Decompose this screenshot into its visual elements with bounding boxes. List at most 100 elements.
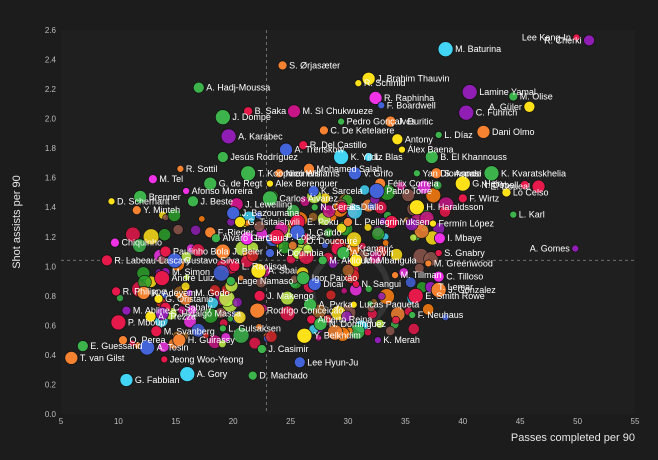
data-point	[391, 133, 404, 146]
data-point	[303, 162, 315, 175]
data-point	[131, 205, 142, 216]
y-tick-label: 0.2	[45, 380, 57, 389]
point-label: G. Fabbian	[135, 375, 180, 385]
point-label: B. Saka	[255, 106, 287, 116]
point-label: K. Adeyemi	[152, 288, 198, 298]
point-label: R. Del Castillo	[310, 140, 367, 150]
data-point	[572, 33, 581, 42]
background-point	[183, 273, 191, 281]
point-label: M. Simon	[172, 267, 210, 277]
data-point	[220, 128, 237, 145]
data-point	[501, 187, 512, 198]
data-point	[413, 169, 421, 178]
data-point	[476, 125, 491, 139]
point-label: J. Beste	[201, 196, 234, 206]
background-point	[396, 181, 406, 191]
data-point	[139, 339, 155, 356]
data-point	[354, 79, 363, 88]
background-point	[132, 238, 147, 253]
data-point	[430, 167, 443, 180]
data-point	[179, 366, 196, 382]
point-label: A. Trenskow	[295, 145, 345, 155]
data-points	[64, 33, 595, 387]
data-point	[144, 310, 157, 323]
background-point	[390, 248, 403, 261]
data-point	[483, 165, 500, 182]
background-point	[280, 291, 295, 306]
data-point	[363, 152, 374, 162]
data-point	[257, 344, 267, 354]
data-point	[215, 109, 231, 125]
data-point	[119, 373, 134, 387]
point-label: E. Doueal	[491, 182, 531, 192]
point-label: L. Gaua	[255, 233, 287, 243]
point-label: Yuksen	[400, 217, 430, 227]
background-point	[226, 315, 234, 323]
background-point	[358, 242, 367, 250]
point-label: O. Perea	[129, 335, 165, 345]
data-point	[240, 231, 254, 246]
point-label: M. Tel	[159, 174, 183, 184]
point-label: A. Gomes	[530, 244, 571, 254]
point-label: Brenner	[149, 192, 181, 202]
data-point	[509, 210, 518, 219]
background-point	[116, 294, 124, 302]
background-point	[407, 323, 420, 335]
point-label: Lamine Yamal	[479, 87, 536, 97]
background-point	[441, 313, 450, 322]
point-label: G. Hein	[472, 179, 503, 189]
data-point	[373, 336, 382, 345]
background-point	[371, 227, 385, 241]
data-point	[228, 260, 241, 273]
y-tick-label: 0.0	[45, 410, 57, 419]
background-point	[321, 241, 329, 249]
background-point	[439, 205, 451, 218]
background-point	[186, 304, 198, 315]
x-axis-ticks: 5 10 15 20 25 30 35 40 45 50 55	[59, 417, 640, 426]
data-point	[361, 71, 376, 86]
point-label: A. Gory	[197, 369, 228, 379]
point-label: M. Greenwood	[434, 258, 493, 268]
point-label: E. Poku	[307, 217, 339, 227]
point-label: S. Aspasi	[444, 168, 482, 178]
point-label: T. Koopmeiners	[258, 168, 321, 178]
point-label: A. Sbai	[268, 266, 297, 276]
background-point	[191, 323, 206, 338]
data-point	[211, 233, 221, 244]
point-label: Lo Celso	[513, 187, 549, 197]
point-label: K. Yildiz	[351, 152, 384, 162]
x-tick-label: 55	[631, 417, 640, 426]
data-point	[297, 237, 305, 246]
data-point	[349, 300, 358, 309]
point-label: J. Duritic	[398, 117, 434, 127]
background-point	[237, 274, 245, 282]
data-point	[336, 246, 351, 260]
data-point	[147, 174, 158, 185]
x-tick-label: 5	[59, 417, 64, 426]
y-tick-label: 1.0	[45, 262, 57, 271]
point-label: F. Neuhaus	[418, 310, 464, 320]
background-point	[198, 215, 206, 223]
background-point	[336, 222, 347, 234]
point-label: R. Cherki	[544, 35, 582, 45]
point-label: Gustavo Silva	[184, 255, 240, 265]
point-label: Y. Minteh	[143, 205, 180, 215]
point-label: A. Pyrka	[319, 300, 353, 310]
point-label: Lage Namaso	[237, 276, 293, 286]
point-label: Lucas Paquetá	[359, 300, 419, 310]
point-label: Carlos Álvarez	[279, 193, 338, 203]
data-point	[110, 237, 120, 248]
data-point	[121, 305, 132, 316]
y-tick-label: 1.6	[45, 174, 57, 183]
point-label: Rodrigo Conceição	[267, 306, 344, 316]
data-point	[377, 101, 386, 110]
point-label: O. Doucouré	[306, 236, 357, 246]
data-point	[429, 219, 437, 228]
data-point	[185, 289, 194, 297]
data-point	[333, 149, 349, 165]
point-label: J. Dompé	[232, 112, 271, 122]
data-point	[154, 270, 170, 286]
data-point	[523, 100, 536, 113]
data-point	[293, 356, 306, 369]
